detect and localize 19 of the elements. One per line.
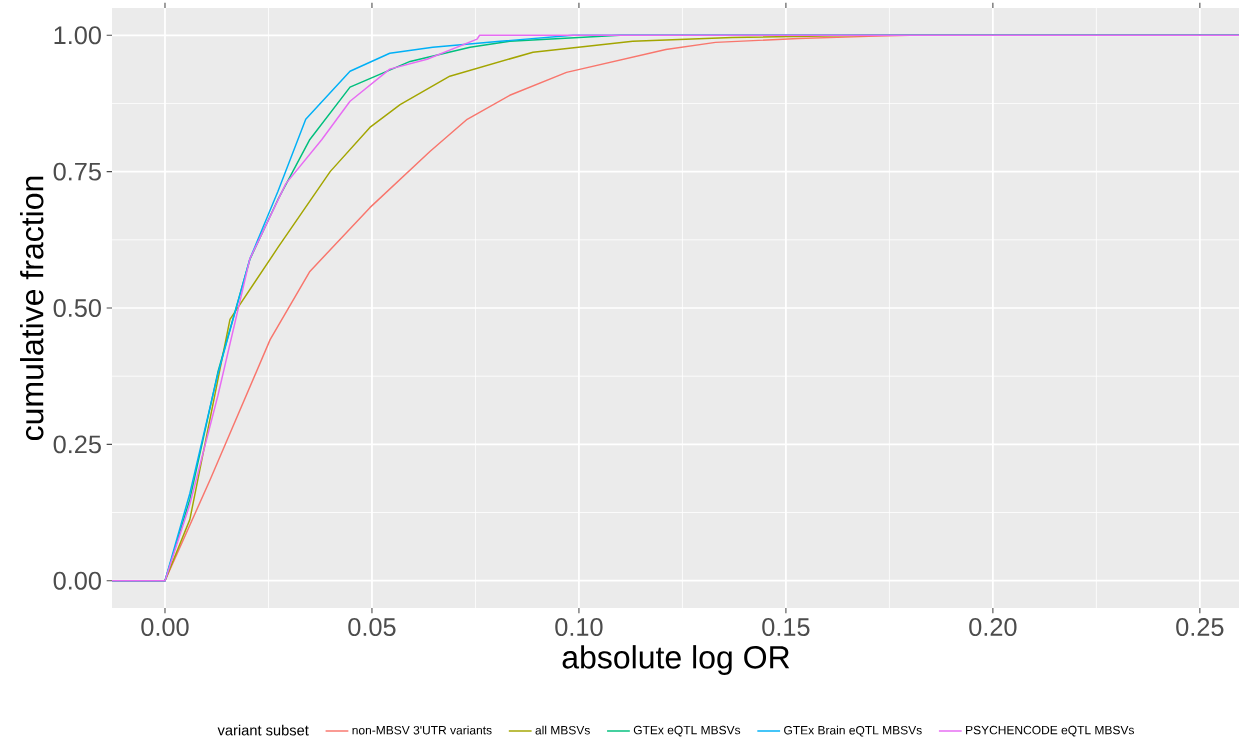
y-tick-label: 1.00 bbox=[54, 26, 101, 45]
legend-title: variant subset bbox=[217, 724, 309, 736]
y-tick-label: 0.50 bbox=[53, 299, 101, 317]
x-tick-label: 0.00 bbox=[141, 618, 189, 636]
legend-label: GTEx Brain eQTL MBSVs bbox=[784, 725, 922, 737]
legend-label: all MBSVs bbox=[535, 725, 590, 735]
x-tick-label: 0.20 bbox=[969, 618, 1017, 636]
x-axis-title: absolute log OR bbox=[562, 645, 790, 675]
x-tick-label: 0.10 bbox=[555, 618, 603, 636]
y-tick-label: 0.25 bbox=[53, 435, 101, 454]
legend-label: PSYCHENCODE eQTL MBSVs bbox=[966, 725, 1134, 737]
y-axis-title: cumulative fraction bbox=[19, 176, 44, 441]
x-tick-label: 0.15 bbox=[762, 618, 810, 636]
x-tick-label: 0.05 bbox=[348, 618, 396, 636]
x-tick-label: 0.25 bbox=[1176, 618, 1224, 636]
legend-label: GTEx eQTL MBSVs bbox=[633, 725, 741, 737]
y-tick-label: 0.00 bbox=[53, 571, 101, 590]
legend-label: non-MBSV 3'UTR variants bbox=[352, 725, 492, 735]
y-tick-label: 0.75 bbox=[53, 162, 101, 181]
